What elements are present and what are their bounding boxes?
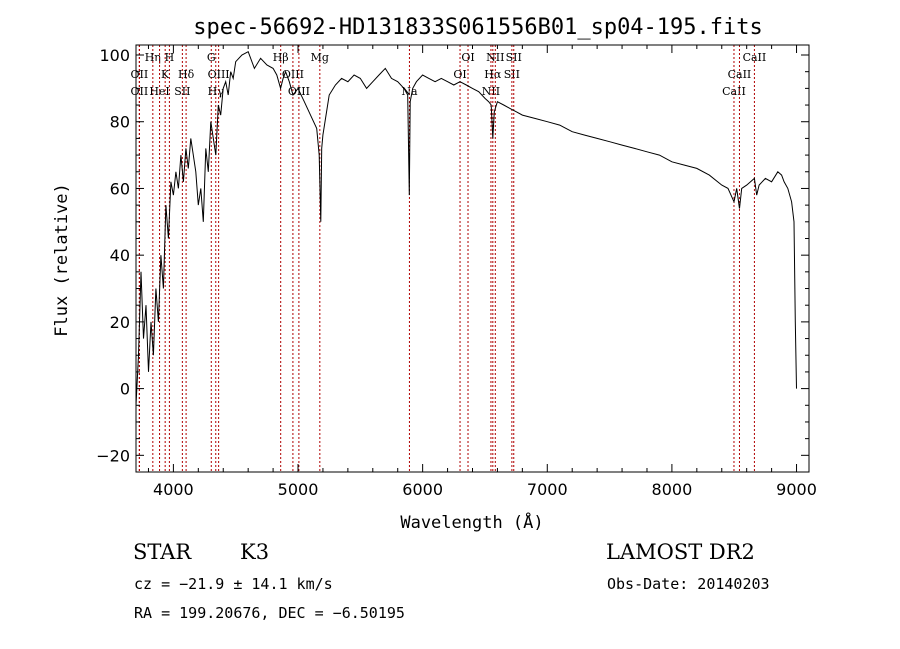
y-tick-label: 20 <box>110 313 130 332</box>
line-markers: OIIOIIHηHeIKHSIIHδGHγOIIIHβOIIIOIIIMgNaO… <box>131 45 767 472</box>
x-tick-label: 9000 <box>776 480 817 499</box>
x-tick-label: 8000 <box>652 480 693 499</box>
x-axis-label: Wavelength (Å) <box>400 511 543 533</box>
x-tick-label: 7000 <box>527 480 568 499</box>
line-marker-label: Hγ <box>208 85 225 98</box>
x-tick-label: 6000 <box>402 480 443 499</box>
line-marker-label: SII <box>504 68 520 81</box>
line-marker-label: Hα <box>484 68 502 81</box>
object-subclass: K3 <box>240 540 270 564</box>
line-marker-label: Hβ <box>273 51 289 64</box>
line-marker-label: OII <box>131 85 149 98</box>
line-marker-label: CaII <box>722 85 746 98</box>
line-marker-label: K <box>161 68 170 81</box>
line-marker-label: HeI <box>149 85 169 98</box>
y-axis: −20 0 20 40 60 80 100 <box>96 46 809 465</box>
line-marker-label: OIII <box>208 68 230 81</box>
line-marker-label: H <box>165 51 175 64</box>
coordinates: RA = 199.20676, DEC = −6.50195 <box>134 604 405 622</box>
line-marker-label: OI <box>453 68 466 81</box>
line-marker-label: NII <box>486 51 504 64</box>
line-marker-label: Mg <box>311 51 329 64</box>
y-axis-label: Flux (relative) <box>52 183 72 337</box>
x-tick-label: 5000 <box>278 480 319 499</box>
chart-title: spec-56692-HD131833S061556B01_sp04-195.f… <box>193 15 763 40</box>
object-class: STAR <box>133 540 192 564</box>
line-marker-label: Hδ <box>178 68 195 81</box>
spectrum-line <box>135 50 797 406</box>
plot-frame <box>135 44 810 473</box>
line-marker-label: NII <box>482 85 500 98</box>
line-marker-label: Na <box>401 85 418 98</box>
redshift-readout: cz = −21.9 ± 14.1 km/s <box>134 575 333 593</box>
x-axis: 4000 5000 6000 7000 8000 9000 <box>147 45 817 499</box>
line-marker-label: OI <box>461 51 474 64</box>
line-marker-label: SII <box>506 51 522 64</box>
y-tick-label: 0 <box>120 380 130 399</box>
line-marker-label: CaII <box>728 68 752 81</box>
observation-date: Obs-Date: 20140203 <box>607 575 770 593</box>
line-marker-label: CaII <box>743 51 767 64</box>
survey-name: LAMOST DR2 <box>606 540 755 564</box>
y-tick-label: 80 <box>110 113 130 132</box>
line-marker-label: Hη <box>145 51 161 64</box>
y-tick-label: 100 <box>99 46 130 65</box>
y-tick-label: 60 <box>110 179 130 198</box>
line-marker-label: G <box>207 51 216 64</box>
line-marker-label: OIII <box>282 68 304 81</box>
x-tick-label: 4000 <box>153 480 194 499</box>
line-marker-label: SII <box>174 85 190 98</box>
y-tick-label: −20 <box>96 446 130 465</box>
y-tick-label: 40 <box>110 246 130 265</box>
